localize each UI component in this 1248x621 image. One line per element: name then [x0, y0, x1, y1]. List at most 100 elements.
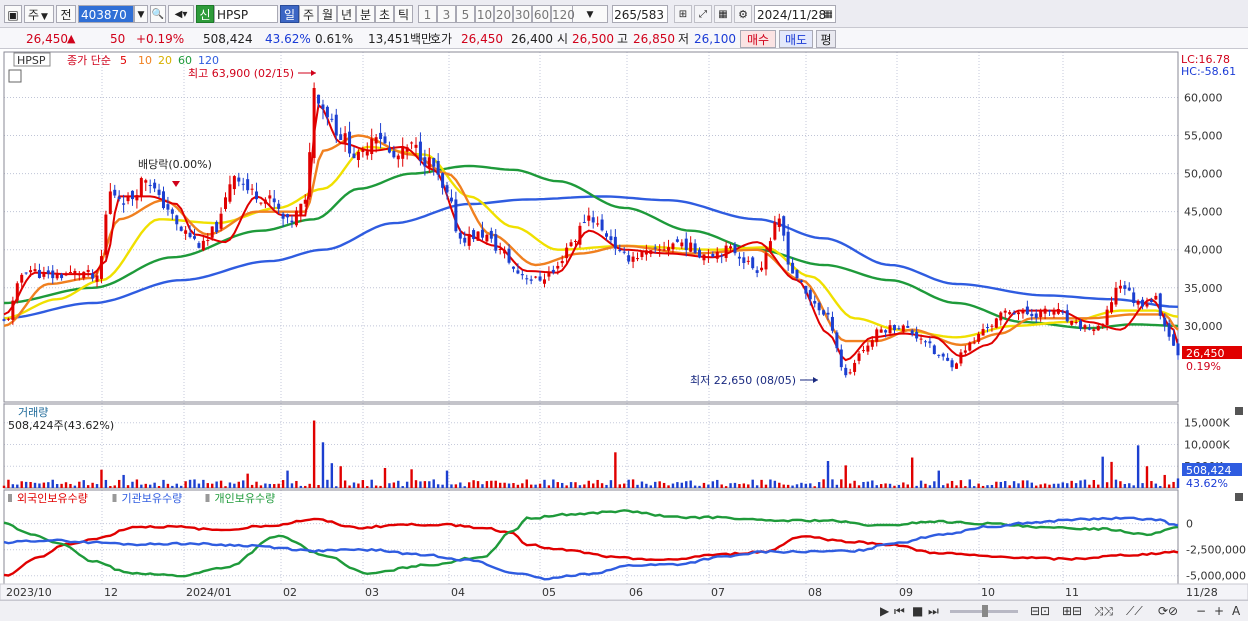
font-size-icon[interactable]: A [1232, 604, 1241, 618]
period-tab-4[interactable]: 분 [356, 5, 375, 23]
grid-icon[interactable]: ⊞ [674, 5, 692, 23]
zoom-in-icon[interactable]: + [1214, 604, 1225, 618]
volume-bar [157, 486, 161, 488]
candle-body [449, 197, 453, 202]
volume-bar [512, 483, 515, 488]
volume-bar [1114, 479, 1118, 488]
stock-code-input[interactable]: 403870 [78, 5, 134, 23]
volume-bar [795, 484, 799, 488]
candle-body [910, 330, 914, 335]
calendar-icon[interactable]: ▦ [823, 9, 833, 20]
period-tab-1[interactable]: 주 [299, 5, 318, 23]
refresh-icon[interactable]: ⟳⊘ [1158, 604, 1179, 618]
candle-body [68, 271, 72, 273]
period-tab-6[interactable]: 틱 [394, 5, 413, 23]
minute-step-1[interactable]: 1 [418, 5, 437, 23]
minute-step-20[interactable]: 20 [494, 5, 513, 23]
gear-icon[interactable]: ⚙ [734, 5, 752, 23]
eval-button[interactable]: 평 [816, 30, 836, 48]
volume-bar [476, 481, 480, 488]
zoom-out-icon[interactable]: − [1196, 604, 1207, 618]
volume-bar [436, 484, 440, 488]
period-tab-2[interactable]: 월 [318, 5, 337, 23]
search-icon[interactable]: 🔍 [150, 5, 166, 23]
candle-body [529, 279, 533, 281]
stop-icon[interactable]: ■ [912, 604, 924, 618]
record-total: /583 [637, 8, 664, 22]
volume-bar [1105, 482, 1109, 488]
volume-tick-label: 10,000K [1184, 438, 1230, 451]
minute-step-10[interactable]: 10 [475, 5, 494, 23]
candle-body [901, 325, 905, 332]
volume-bar [1088, 484, 1091, 488]
holdings-tick-label: 0 [1186, 518, 1193, 531]
volume-bar [498, 482, 502, 488]
volume-bar [946, 483, 949, 488]
candle-body [702, 254, 706, 261]
step-dropdown[interactable]: ▼ [572, 5, 608, 23]
stock-name-field[interactable]: HPSP [214, 5, 278, 23]
candle-body [658, 249, 662, 251]
speaker-icon[interactable]: ◀▾ [168, 5, 194, 23]
candle-body [751, 257, 755, 269]
candle-body [410, 142, 414, 144]
candle-body [760, 267, 764, 271]
period-tab-3[interactable]: 년 [337, 5, 356, 23]
volume-bar [747, 484, 750, 488]
candle-body [870, 340, 874, 347]
volume-bar [463, 486, 466, 488]
window-icon[interactable]: ▣ [4, 5, 22, 23]
layout-icon[interactable]: ⊟⊡ [1030, 604, 1051, 618]
period-tab-5[interactable]: 초 [375, 5, 394, 23]
volume-bar [587, 480, 590, 488]
volume-bar [250, 484, 254, 488]
code-dropdown-icon[interactable]: ▼ [134, 5, 148, 23]
stock-chart[interactable]: 60,000 55,000 50,000 45,000 40,000 35,000 30,0… [0, 50, 1248, 600]
volume-bar [831, 479, 834, 488]
zoom-slider-handle[interactable] [982, 605, 988, 617]
volume-bar [857, 485, 861, 488]
save-icon[interactable]: ▦ [714, 5, 732, 23]
ma10-line [3, 134, 1179, 347]
candle-body [875, 329, 879, 342]
volume-bar [126, 485, 130, 488]
volume-bar [117, 479, 121, 488]
volume-bar [450, 484, 453, 488]
volume-bar [534, 484, 537, 488]
date-field[interactable]: 2024/11/28 ▦ [754, 5, 836, 23]
legend-ma-60: 60 [178, 54, 192, 67]
split-icon[interactable]: ⊞⊟ [1062, 604, 1083, 618]
market-select[interactable]: 주 ▼ [24, 5, 54, 23]
minute-step-30[interactable]: 30 [513, 5, 532, 23]
candle-body [55, 274, 59, 279]
volume-bar [1012, 481, 1016, 488]
candle-body [246, 179, 250, 191]
volume-bar [720, 484, 723, 488]
prev-button[interactable]: 전 [56, 5, 76, 23]
period-tab-0[interactable]: 일 [280, 5, 299, 23]
holdings-institution-line [3, 516, 1179, 581]
chart-footer: ▶ ⏮ ■ ⏭ ⊟⊡ ⊞⊟ ⤨⤨ ⟋⟋ ⟳⊘ − + A [0, 600, 1248, 621]
buy-button[interactable]: 매수 [740, 30, 776, 48]
scroll-right-icon[interactable]: ▶ [880, 604, 890, 618]
minute-step-3[interactable]: 3 [437, 5, 456, 23]
minute-step-120[interactable]: 120 [551, 5, 575, 23]
trend-tool-icon[interactable]: ⟋⟋ [1126, 604, 1143, 618]
first-page-icon[interactable]: ⏮ [894, 604, 905, 618]
candle-body [782, 216, 786, 236]
draw-tool-icon[interactable]: ⤢ [694, 5, 712, 23]
candle-body [981, 329, 985, 336]
candle-body [192, 236, 196, 239]
volume-bar [330, 463, 334, 488]
volume-bar [565, 485, 568, 488]
last-page-icon[interactable]: ⏭ [928, 604, 939, 618]
record-count-field[interactable]: 265/583 [612, 5, 668, 23]
volume-bar [702, 482, 706, 488]
minute-step-60[interactable]: 60 [532, 5, 551, 23]
minute-step-5[interactable]: 5 [456, 5, 475, 23]
volume-bar [1083, 479, 1087, 488]
volume-bar [955, 485, 958, 488]
crosshair-icon[interactable]: ⤨⤨ [1094, 604, 1114, 618]
sell-button[interactable]: 매도 [779, 30, 813, 48]
candle-body [339, 134, 343, 141]
